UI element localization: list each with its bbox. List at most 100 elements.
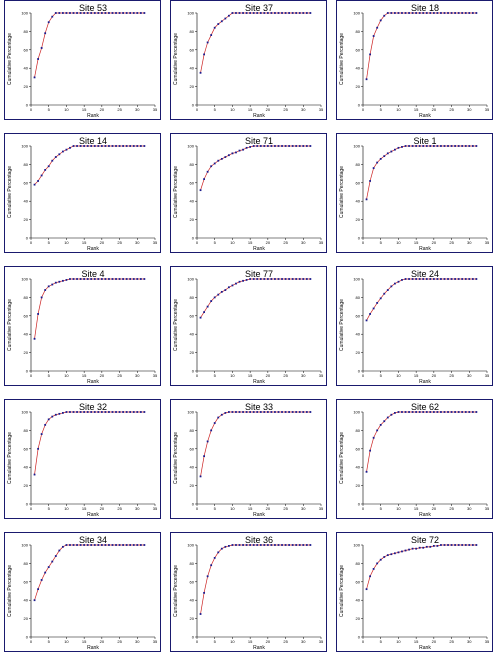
x-tick-label: 30	[135, 240, 140, 245]
data-point	[90, 145, 93, 147]
data-point	[281, 544, 283, 546]
data-point	[270, 278, 273, 280]
x-tick-label: 5	[380, 506, 383, 511]
data-point	[83, 145, 86, 147]
x-axis-label: Rank	[253, 645, 265, 651]
y-tick-label: 40	[356, 598, 361, 603]
chart-title: Site 33	[245, 402, 273, 412]
x-tick-label: 5	[48, 373, 51, 378]
data-point	[450, 411, 453, 413]
data-point	[54, 12, 57, 14]
data-point	[369, 53, 371, 56]
y-tick-label: 0	[358, 369, 361, 374]
x-tick-label: 25	[283, 639, 288, 644]
data-point	[270, 544, 273, 546]
data-point	[259, 544, 262, 546]
x-tick-label: 10	[396, 373, 401, 378]
data-point	[139, 278, 142, 280]
data-point	[115, 411, 117, 413]
data-point	[288, 12, 291, 14]
data-point	[425, 545, 428, 548]
x-tick-label: 0	[362, 107, 365, 112]
data-point	[266, 12, 269, 14]
data-point	[471, 544, 474, 546]
data-point	[217, 293, 220, 296]
data-point	[51, 283, 54, 286]
y-tick-label: 80	[356, 428, 361, 433]
x-tick-label: 35	[319, 639, 324, 644]
y-tick-label: 20	[24, 217, 29, 222]
data-point	[97, 278, 100, 280]
y-tick-label: 100	[187, 277, 194, 282]
data-point	[51, 159, 54, 162]
data-point	[386, 554, 389, 557]
data-point	[111, 544, 114, 546]
data-point	[302, 544, 305, 546]
data-point	[61, 279, 64, 282]
data-point	[129, 411, 132, 413]
y-tick-label: 100	[21, 144, 28, 149]
y-tick-label: 80	[190, 428, 195, 433]
data-point	[379, 423, 382, 426]
data-point	[65, 544, 68, 546]
data-point	[139, 12, 142, 14]
y-tick-label: 80	[190, 29, 195, 34]
data-point	[242, 279, 244, 282]
data-point	[40, 174, 43, 177]
data-point	[429, 278, 432, 280]
data-point	[270, 12, 273, 14]
data-point	[291, 411, 294, 413]
data-point	[90, 544, 93, 546]
data-point	[365, 198, 368, 201]
y-tick-label: 60	[24, 446, 29, 451]
y-tick-label: 40	[356, 199, 361, 204]
y-axis-label: Cumulative Percentage	[339, 565, 345, 617]
x-tick-label: 20	[100, 506, 105, 511]
x-tick-label: 15	[82, 107, 87, 112]
y-tick-label: 40	[190, 199, 195, 204]
y-tick-label: 0	[192, 103, 195, 108]
series-line	[34, 145, 145, 185]
data-point	[393, 552, 396, 555]
data-point	[249, 544, 252, 546]
data-point	[422, 411, 425, 413]
data-point	[266, 145, 269, 147]
data-point	[277, 12, 280, 14]
y-tick-label: 40	[24, 66, 29, 71]
data-point	[376, 26, 379, 29]
data-point	[415, 145, 418, 147]
data-point	[411, 12, 414, 14]
data-point	[93, 145, 96, 147]
x-tick-label: 0	[196, 240, 199, 245]
data-point	[90, 411, 93, 413]
chart-title: Site 24	[411, 269, 439, 279]
data-point	[393, 12, 396, 14]
x-tick-label: 5	[48, 506, 51, 511]
x-tick-label: 25	[449, 373, 454, 378]
data-point	[238, 280, 241, 283]
y-axis-label: Cumulative Percentage	[7, 299, 13, 351]
data-point	[291, 544, 294, 546]
data-point	[129, 12, 132, 14]
data-point	[93, 544, 96, 546]
data-point	[220, 547, 223, 550]
chart-panel: Site 62 0 20 40 60 80 100 0 5 10 15 20 25 30 35 Rank Cum…	[336, 399, 493, 519]
data-point	[454, 12, 457, 14]
data-point	[369, 180, 371, 182]
chart-svg: Site 4 0 20 40 60 80 100 0 5 10 15 20 25 30 35 Rank Cumu…	[7, 269, 158, 385]
y-tick-label: 40	[356, 66, 361, 71]
x-axis-label: Rank	[419, 246, 431, 252]
data-point	[235, 12, 237, 14]
data-point	[281, 12, 283, 14]
data-point	[390, 150, 393, 153]
y-tick-label: 40	[190, 66, 195, 71]
data-point	[295, 278, 298, 280]
data-point	[461, 145, 464, 147]
y-tick-label: 100	[353, 277, 360, 282]
data-point	[76, 544, 78, 546]
data-point	[386, 289, 389, 291]
data-point	[277, 411, 280, 413]
chart-panel: Site 32 0 20 40 60 80 100 0 5 10 15 20 25 30 35 Rank Cum…	[4, 399, 161, 519]
y-tick-label: 100	[187, 543, 194, 548]
data-point	[372, 436, 375, 439]
